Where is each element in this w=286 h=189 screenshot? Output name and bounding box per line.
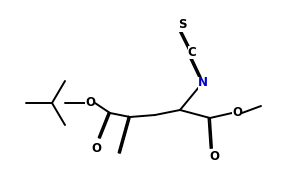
Text: O: O xyxy=(91,142,101,154)
Text: N: N xyxy=(198,77,208,90)
Text: S: S xyxy=(178,19,186,32)
Text: C: C xyxy=(188,46,196,59)
Text: O: O xyxy=(85,97,95,109)
Text: O: O xyxy=(209,150,219,163)
Text: O: O xyxy=(232,106,242,119)
